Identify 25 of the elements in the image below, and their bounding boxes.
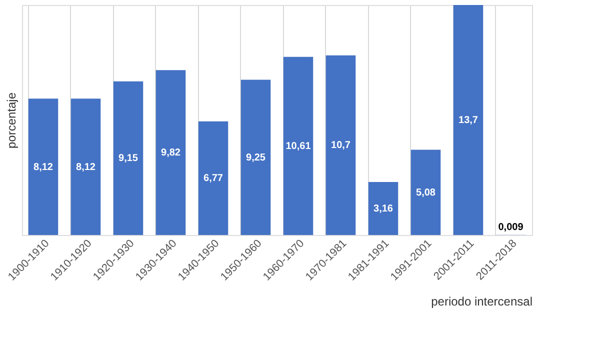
bar (240, 80, 271, 235)
data-label: 8,12 (76, 162, 96, 173)
data-label: 9,15 (118, 153, 138, 164)
data-label: 0,009 (498, 222, 524, 233)
data-label: 5,08 (416, 187, 436, 198)
bar (113, 81, 144, 235)
data-label: 8,12 (34, 162, 54, 173)
bar (410, 150, 441, 235)
data-label: 10,7 (331, 140, 351, 152)
x-axis-title: periodo intercensal (431, 294, 532, 308)
y-axis-title: porcentaje (4, 92, 18, 149)
bar (326, 55, 356, 235)
bar (70, 98, 101, 235)
data-label: 13,7 (458, 115, 478, 126)
data-label: 9,25 (246, 152, 266, 164)
data-label: 10,61 (286, 140, 312, 152)
bar (156, 70, 186, 235)
bar (198, 121, 228, 235)
bar (28, 98, 58, 235)
data-label: 9,82 (161, 148, 181, 159)
bar (453, 5, 484, 235)
data-label: 3,16 (374, 203, 394, 214)
data-label: 6,77 (204, 173, 224, 184)
bar (368, 182, 398, 235)
bar (283, 56, 314, 235)
